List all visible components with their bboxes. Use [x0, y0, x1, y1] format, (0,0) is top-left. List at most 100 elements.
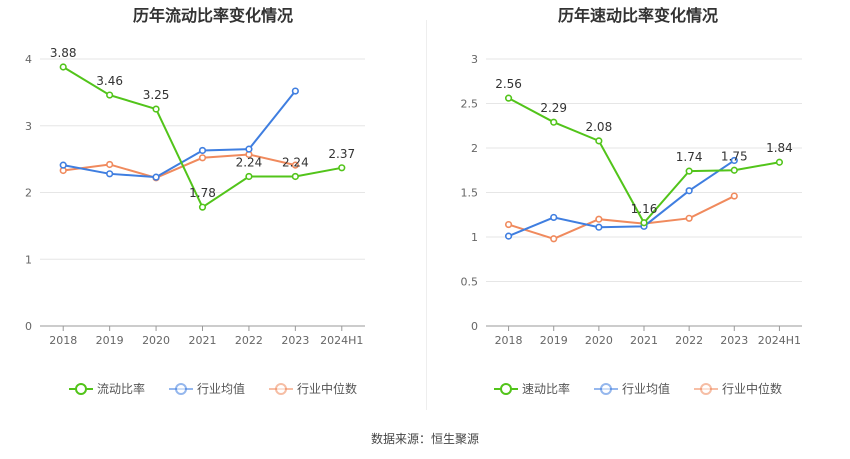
- quick-ratio-plot: 0 0.5 1 1.5 2 2.5 3 2018 2019 2020 2021 2022 2023 202…: [461, 53, 802, 347]
- data-point: [504, 232, 513, 240]
- data-label: 1.74: [676, 150, 703, 164]
- legend-marker-icon: [694, 382, 718, 395]
- series-line: [63, 90, 297, 179]
- quick-ratio-chart: 历年速动比率变化情况 0 0.5 1 1.5 2 2.5 3 2018 2019 2020 2021…: [426, 0, 850, 420]
- data-label: 3.25: [143, 88, 170, 102]
- x-tick-label: 2018: [49, 334, 77, 347]
- y-tick-label: 1: [471, 231, 478, 244]
- data-point: [685, 214, 693, 222]
- x-tick-label: 2018: [495, 334, 523, 347]
- data-point: [59, 63, 67, 71]
- y-tick-label: 0.5: [461, 276, 479, 289]
- x-tick-label: 2023: [281, 334, 309, 347]
- data-label: 2.56: [495, 77, 522, 91]
- panel-divider: [426, 20, 427, 410]
- data-label: 2.24: [236, 155, 263, 169]
- legend-marker-icon: [168, 382, 193, 395]
- chart-legend: 速动比率 行业均值 行业中位数: [426, 380, 850, 397]
- data-point: [106, 170, 114, 178]
- data-source: 数据来源：恒生聚源: [370, 432, 479, 446]
- data-label: 1.78: [189, 186, 216, 200]
- data-point: [595, 215, 603, 223]
- legend-item[interactable]: 行业均值: [593, 380, 670, 397]
- series-line: [508, 159, 735, 238]
- data-label: 2.29: [540, 101, 567, 115]
- legend-label: 行业中位数: [722, 382, 783, 396]
- x-tick-label: 2019: [540, 334, 568, 347]
- x-tick-label: 2021: [630, 334, 658, 347]
- x-tick-label: 2024H1: [758, 334, 801, 347]
- data-point: [106, 91, 114, 99]
- x-tick-label: 2023: [720, 334, 748, 347]
- data-point: [685, 167, 693, 175]
- data-point: [595, 137, 603, 145]
- y-tick-label: 2: [25, 187, 32, 200]
- legend-item[interactable]: 流动比率: [68, 380, 145, 397]
- x-tick-label: 2022: [675, 334, 703, 347]
- y-tick-label: 1: [25, 253, 32, 266]
- data-label: 3.46: [96, 74, 123, 88]
- data-point: [291, 172, 299, 181]
- legend-item[interactable]: 速动比率: [493, 380, 570, 397]
- legend-marker-icon: [593, 382, 618, 395]
- data-point: [550, 118, 558, 126]
- current-ratio-plot: 0 1 2 3 4 2018 2019 2020 2021 2022 2023 2024H1 3.88 3…: [25, 46, 365, 347]
- series-line: [63, 153, 296, 179]
- data-point: [730, 192, 738, 200]
- data-label: 2.24: [282, 155, 309, 169]
- legend-item[interactable]: 行业均值: [168, 380, 245, 397]
- data-point: [685, 187, 693, 195]
- current-ratio-chart: 历年流动比率变化情况 0 1 2 3 4 2018 2019 2020 2021 2022 2023…: [0, 0, 426, 420]
- data-point: [730, 156, 738, 165]
- data-point: [152, 105, 160, 113]
- y-tick-label: 2.5: [461, 98, 479, 111]
- y-tick-label: 3: [25, 120, 32, 133]
- x-tick-label: 2022: [235, 334, 263, 347]
- data-label: 2.08: [585, 120, 612, 134]
- x-tick-label: 2020: [142, 334, 170, 347]
- x-tick-label: 2019: [96, 334, 124, 347]
- data-point: [338, 164, 346, 172]
- data-point: [198, 203, 207, 211]
- data-label: 1.84: [766, 141, 793, 155]
- data-point: [198, 146, 207, 155]
- data-point: [245, 145, 253, 153]
- x-tick-label: 2020: [585, 334, 613, 347]
- x-tick-label: 2024H1: [320, 334, 363, 347]
- y-tick-label: 4: [25, 53, 32, 66]
- data-label: 1.75: [721, 149, 748, 163]
- y-tick-label: 0: [471, 320, 478, 333]
- data-point: [550, 213, 558, 222]
- data-point: [59, 161, 67, 169]
- data-label: 3.88: [50, 46, 77, 60]
- chart-title: 历年速动比率变化情况: [557, 6, 718, 25]
- data-point: [504, 94, 513, 102]
- data-point: [106, 160, 114, 169]
- y-tick-label: 1.5: [461, 187, 479, 200]
- data-point: [245, 172, 253, 181]
- data-point: [550, 235, 558, 243]
- legend-marker-icon: [68, 382, 93, 395]
- series-line: [508, 195, 735, 240]
- data-point: [198, 154, 207, 162]
- data-point: [504, 220, 513, 229]
- data-point: [291, 87, 299, 95]
- legend-label: 行业均值: [196, 382, 245, 396]
- legend-marker-icon: [493, 382, 518, 395]
- data-point: [595, 223, 603, 231]
- legend-label: 速动比率: [521, 382, 570, 396]
- legend-label: 流动比率: [96, 382, 145, 396]
- data-point: [640, 219, 648, 227]
- legend-label: 行业均值: [621, 382, 670, 396]
- legend-item[interactable]: 行业中位数: [269, 380, 357, 397]
- legend-item[interactable]: 行业中位数: [694, 380, 782, 397]
- y-tick-label: 2: [471, 142, 478, 155]
- data-point: [730, 166, 738, 174]
- chart-title: 历年流动比率变化情况: [132, 6, 293, 25]
- data-label: 2.37: [328, 147, 355, 161]
- chart-legend: 流动比率 行业均值 行业中位数: [0, 380, 426, 397]
- x-tick-label: 2021: [189, 334, 217, 347]
- data-point: [152, 173, 160, 181]
- data-point: [291, 161, 299, 169]
- y-tick-label: 3: [471, 53, 478, 66]
